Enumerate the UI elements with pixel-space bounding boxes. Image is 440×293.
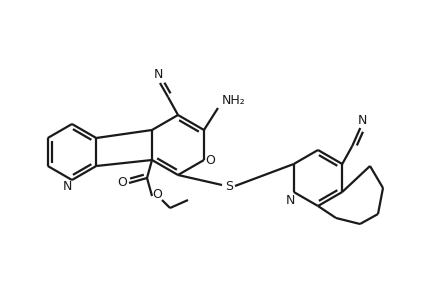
Text: N: N [62,180,72,193]
Text: S: S [225,180,233,193]
Text: O: O [152,188,162,200]
Text: O: O [117,176,127,190]
Text: N: N [286,193,295,207]
Text: O: O [205,154,215,166]
Text: N: N [358,113,367,127]
Text: N: N [153,69,163,81]
Text: NH₂: NH₂ [222,93,246,106]
